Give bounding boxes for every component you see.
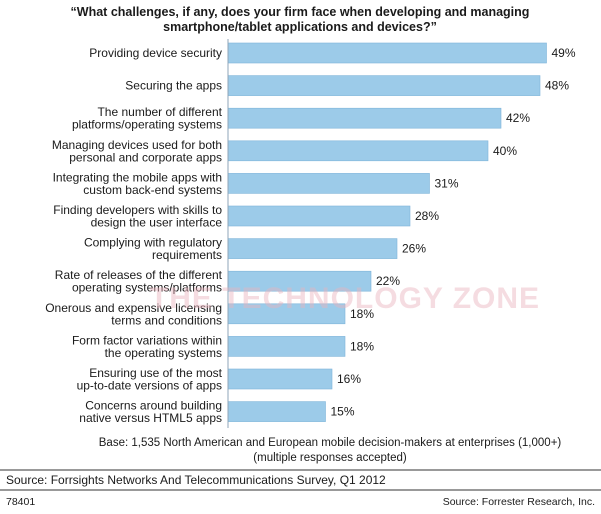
watermark-text: THE TECHNOLOGY ZONE xyxy=(150,282,540,315)
category-label-7-line-2: requirements xyxy=(152,248,222,262)
value-label-7: 26% xyxy=(402,242,426,256)
category-label-6-line-2: design the user interface xyxy=(91,216,223,230)
category-label-8-line-1: Rate of releases of the different xyxy=(55,268,223,282)
category-label-3-line-1: The number of different xyxy=(97,105,222,119)
category-label-1-line-1: Providing device security xyxy=(89,46,222,60)
bar-10 xyxy=(227,336,346,357)
category-label-11-line-2: up-to-date versions of apps xyxy=(77,379,222,393)
category-label-12-line-1: Concerns around building xyxy=(85,399,222,413)
source-note: Source: Forrsights Networks And Telecomm… xyxy=(6,473,386,487)
value-label-3: 42% xyxy=(506,111,530,125)
base-note-line-1: Base: 1,535 North American and European … xyxy=(99,437,562,449)
chart-title-line-1: “What challenges, if any, does your firm… xyxy=(71,5,530,19)
bar-7 xyxy=(227,238,398,259)
chart-title-line-2: smartphone/tablet applications and devic… xyxy=(163,20,437,34)
base-note-line-2: (multiple responses accepted) xyxy=(253,452,407,464)
category-label-3-line-2: platforms/operating systems xyxy=(72,118,222,132)
bar-11 xyxy=(227,368,333,390)
category-label-9-line-1: Onerous and expensive licensing xyxy=(45,301,222,315)
figure-id: 78401 xyxy=(6,496,35,508)
bars-group: 49% Providing device security 48% Securing … xyxy=(45,42,576,425)
value-label-8: 22% xyxy=(376,274,400,288)
value-label-11: 16% xyxy=(337,372,361,386)
category-label-4-line-1: Managing devices used for both xyxy=(52,138,222,152)
bar-2 xyxy=(227,75,541,96)
category-label-5-line-1: Integrating the mobile apps with xyxy=(53,170,222,184)
bar-6 xyxy=(227,205,411,227)
category-label-7-line-1: Complying with regulatory xyxy=(84,236,222,250)
category-label-6-line-1: Finding developers with skills to xyxy=(53,203,222,217)
category-label-2-line-1: Securing the apps xyxy=(125,79,222,93)
credit-note: Source: Forrester Research, Inc. xyxy=(443,496,595,508)
bar-12 xyxy=(227,401,326,422)
value-label-10: 18% xyxy=(350,339,374,353)
category-label-12-line-2: native versus HTML5 apps xyxy=(79,411,222,425)
value-label-9: 18% xyxy=(350,307,374,321)
bar-5 xyxy=(227,173,430,194)
category-label-5-line-2: custom back-end systems xyxy=(83,183,222,197)
value-label-5: 31% xyxy=(435,176,459,190)
bar-4 xyxy=(227,140,489,162)
value-label-4: 40% xyxy=(493,144,517,158)
bar-3 xyxy=(227,107,502,129)
value-label-6: 28% xyxy=(415,209,439,223)
category-label-10-line-1: Form factor variations within xyxy=(72,333,222,347)
value-label-2: 48% xyxy=(545,79,569,93)
bar-1 xyxy=(227,42,547,64)
value-label-12: 15% xyxy=(331,405,355,419)
value-label-1: 49% xyxy=(552,46,576,60)
category-label-4-line-2: personal and corporate apps xyxy=(69,150,222,164)
category-label-11-line-1: Ensuring use of the most xyxy=(89,366,222,380)
category-label-10-line-2: the operating systems xyxy=(105,346,222,360)
category-label-8-line-2: operating systems/platforms xyxy=(72,281,222,295)
category-label-9-line-2: terms and conditions xyxy=(111,313,222,327)
